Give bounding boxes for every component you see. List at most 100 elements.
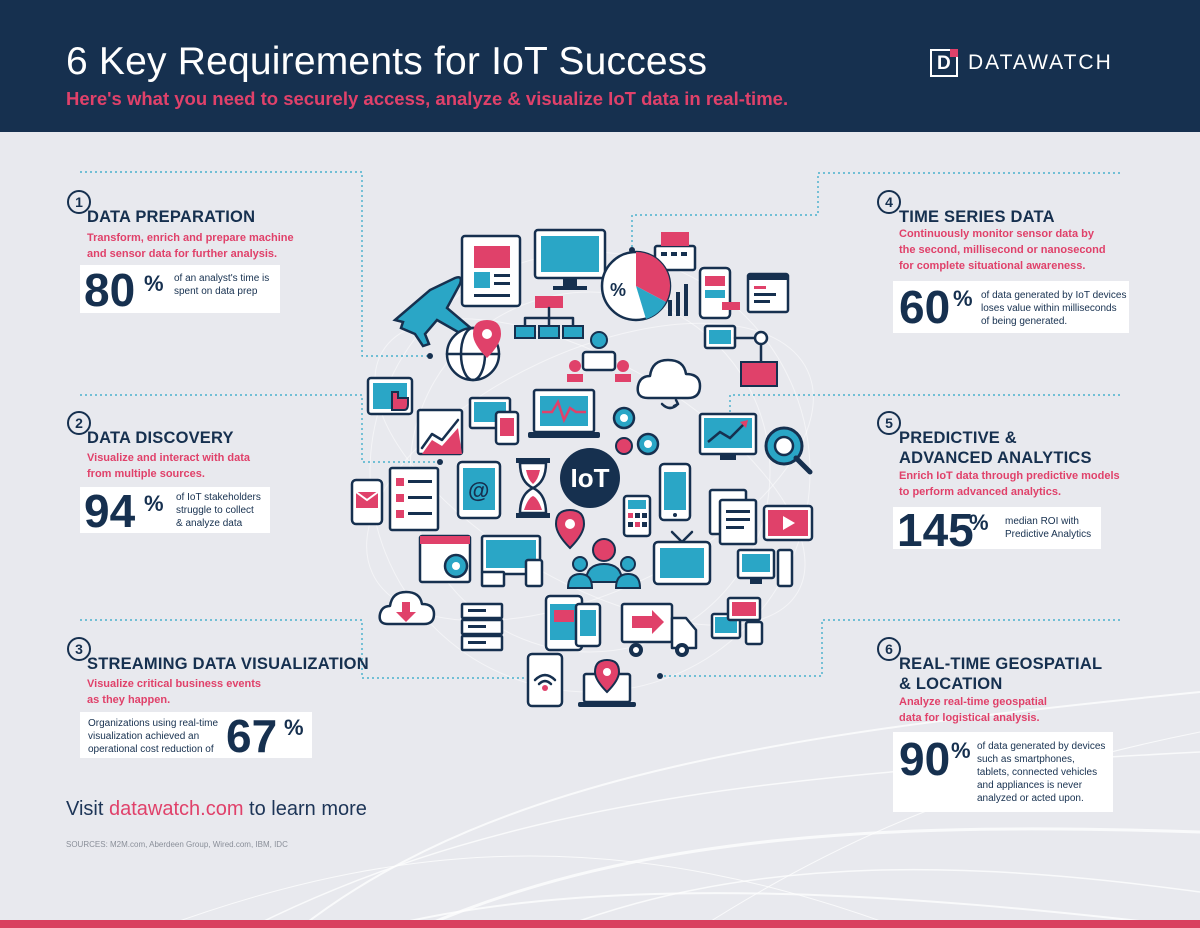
section-5-stat-unit: %	[969, 510, 989, 535]
section-1-stat-box: 80 % of an analyst's time is spent on dat…	[80, 265, 280, 313]
section-1-stat-unit: %	[144, 271, 164, 296]
at-tablet-icon: @	[456, 460, 502, 520]
section-6-stat-box: 90 % of data generated by devices such as…	[893, 732, 1113, 812]
section-4-title: TIME SERIES DATA	[899, 208, 1055, 226]
visit-prefix: Visit	[66, 798, 109, 820]
datawatch-logo-mark-icon: D	[930, 49, 958, 77]
datawatch-logo[interactable]: D DATAWATCH	[930, 48, 1113, 78]
section-3-stat-box: Organizations using real-time visualizati…	[80, 710, 312, 762]
video-player-icon	[762, 504, 814, 542]
desktop-laptop-icon	[480, 534, 544, 588]
team-icon	[566, 538, 642, 589]
section-6-description: Analyze real-time geospatial data for log…	[899, 696, 1047, 724]
svg-text:%: %	[610, 280, 626, 300]
gears-icon	[612, 406, 660, 456]
section-4-description: Continuously monitor sensor data by the s…	[899, 228, 1106, 272]
section-4-stat-value: 60	[899, 281, 951, 333]
touch-tablet-icon	[366, 376, 414, 416]
section-6-stat-unit: %	[951, 738, 971, 763]
trend-monitor-icon	[698, 412, 758, 460]
gear-search-icon	[764, 426, 813, 475]
section-1-number: 1	[67, 190, 91, 214]
section-6-stat-text: of data generated by devices such as smar…	[977, 741, 1106, 804]
meeting-icon	[567, 331, 631, 382]
section-2-stat-value: 94	[84, 485, 136, 537]
section-6-stat-value: 90	[899, 733, 951, 785]
calculator-icon	[622, 494, 652, 538]
code-window-icon	[746, 272, 790, 314]
section-2-stat-unit: %	[144, 491, 164, 516]
page-title: 6 Key Requirements for IoT Success	[66, 40, 708, 83]
section-5-number: 5	[877, 411, 901, 435]
cloud-download-icon	[378, 590, 436, 626]
section-5-stat-box: 145 % median ROI with Predictive Analytic…	[893, 507, 1101, 553]
network-icon	[703, 324, 778, 387]
section-4-stat-text: of data generated by IoT devices loses va…	[981, 290, 1127, 327]
flowchart-icon	[514, 296, 584, 339]
airplane-icon	[392, 276, 476, 348]
cloud-sync-icon	[636, 358, 702, 410]
section-4-stat-unit: %	[953, 286, 973, 311]
section-5-description: Enrich IoT data through predictive model…	[899, 470, 1120, 498]
globe-pin-icon	[445, 320, 501, 382]
visit-website-text: Visit datawatch.com to learn more	[66, 798, 367, 821]
bar-chart-icon	[668, 284, 688, 316]
smartphone-chart-icon	[698, 266, 740, 320]
section-4-number: 4	[877, 190, 901, 214]
section-3-title: STREAMING DATA VISUALIZATION	[87, 655, 369, 673]
server-icon	[460, 602, 504, 652]
newspaper-icon	[460, 234, 522, 308]
pie-chart-icon: %	[600, 250, 672, 322]
section-1-stat-value: 80	[84, 264, 136, 316]
section-3-stat-unit: %	[284, 715, 304, 740]
footer-bar	[0, 920, 1200, 928]
truck-icon	[620, 602, 698, 657]
section-2-number: 2	[67, 411, 91, 435]
visit-suffix: to learn more	[243, 798, 367, 820]
checklist-icon	[388, 466, 440, 532]
section-1-description: Transform, enrich and prepare machine and…	[87, 232, 294, 260]
mail-phone-icon	[350, 478, 384, 526]
center-iot-label: IoT	[571, 463, 610, 493]
section-2-stat-box: 94 % of IoT stakeholders struggle to coll…	[80, 485, 270, 537]
section-5-stat-value: 145	[897, 504, 974, 556]
laptop-location-icon	[578, 658, 636, 707]
section-2-stat-text: of IoT stakeholders struggle to collect & …	[176, 492, 261, 529]
section-6-number: 6	[877, 637, 901, 661]
location-pin-icon	[554, 508, 586, 550]
section-1-title: DATA PREPARATION	[87, 208, 256, 226]
wifi-phone-icon	[526, 652, 564, 708]
phone-icon	[658, 462, 692, 522]
section-3-description: Visualize critical business events as the…	[87, 678, 262, 706]
settings-browser-icon	[418, 534, 472, 584]
laptop-pulse-icon	[528, 388, 600, 438]
section-2-description: Visualize and interact with data from mul…	[87, 452, 251, 480]
section-6-title: REAL-TIME GEOSPATIAL & LOCATION	[899, 655, 1103, 693]
section-5-stat-text: median ROI with Predictive Analytics	[1005, 516, 1092, 540]
line-chart-icon	[416, 408, 464, 456]
header-banner: 6 Key Requirements for IoT Success Here'…	[0, 0, 1200, 132]
screens-sync-icon	[710, 596, 764, 646]
section-4-stat-box: 60 % of data generated by IoT devices los…	[893, 281, 1129, 333]
tv-icon	[652, 530, 712, 586]
desktop-tower-icon	[736, 548, 794, 588]
sources-note: SOURCES: M2M.com, Aberdeen Group, Wired.…	[66, 840, 288, 849]
logo-text: DATAWATCH	[968, 51, 1113, 74]
section-2-title: DATA DISCOVERY	[87, 429, 234, 447]
page-subtitle: Here's what you need to securely access,…	[66, 88, 789, 109]
datawatch-link[interactable]: datawatch.com	[108, 798, 244, 820]
hourglass-icon	[516, 458, 550, 518]
monitor-icon	[533, 228, 607, 290]
section-3-stat-text: Organizations using real-time visualizati…	[88, 718, 219, 755]
section-1-stat-text: of an analyst's time is spent on data pre…	[174, 273, 270, 297]
center-iot-badge: IoT	[560, 448, 620, 508]
devices-sync-icon	[468, 396, 520, 446]
section-3-stat-value: 67	[226, 710, 278, 762]
tablet-phone-icon	[544, 594, 602, 652]
section-3-number: 3	[67, 637, 91, 661]
section-5-title: PREDICTIVE & ADVANCED ANALYTICS	[899, 429, 1092, 467]
cash-register-icon	[653, 232, 697, 272]
documents-icon	[708, 488, 758, 546]
